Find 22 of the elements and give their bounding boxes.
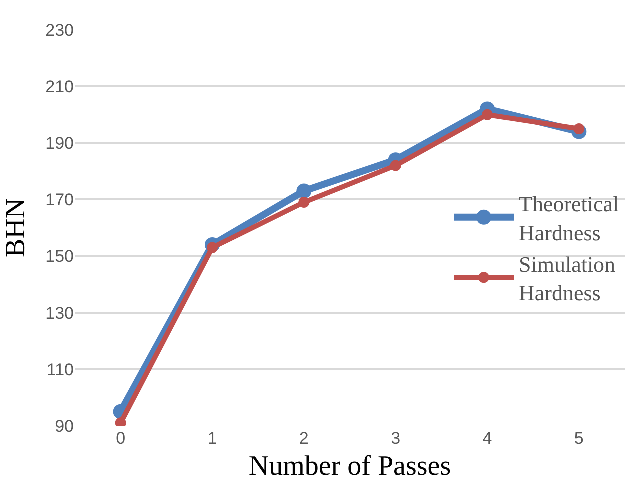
y-axis-title: BHN bbox=[0, 198, 32, 258]
point bbox=[390, 160, 402, 172]
x-axis-title: Number of Passes bbox=[248, 451, 452, 482]
x-tick-label: 3 bbox=[391, 429, 401, 448]
x-tick-label: 4 bbox=[482, 429, 492, 448]
point bbox=[296, 184, 312, 199]
y-tick-label: 110 bbox=[46, 360, 74, 380]
x-tick-label: 0 bbox=[116, 429, 126, 448]
y-tick-label: 190 bbox=[46, 134, 74, 154]
y-tick-label: 230 bbox=[46, 20, 74, 40]
x-tick-label: 1 bbox=[208, 429, 218, 448]
legend-label: Simulation Hardness bbox=[519, 252, 616, 306]
y-tick-label: 210 bbox=[46, 78, 74, 97]
x-tick-label: 5 bbox=[574, 429, 584, 448]
point bbox=[298, 197, 310, 208]
y-tick-label: 170 bbox=[46, 190, 74, 210]
y-tick-label: 150 bbox=[46, 247, 74, 266]
legend-label: Theoretical Hardness bbox=[519, 192, 620, 246]
y-tick-label: 90 bbox=[55, 416, 74, 436]
x-tick-label: 2 bbox=[299, 429, 309, 448]
point bbox=[482, 109, 493, 120]
y-tick-label: 130 bbox=[46, 304, 74, 323]
